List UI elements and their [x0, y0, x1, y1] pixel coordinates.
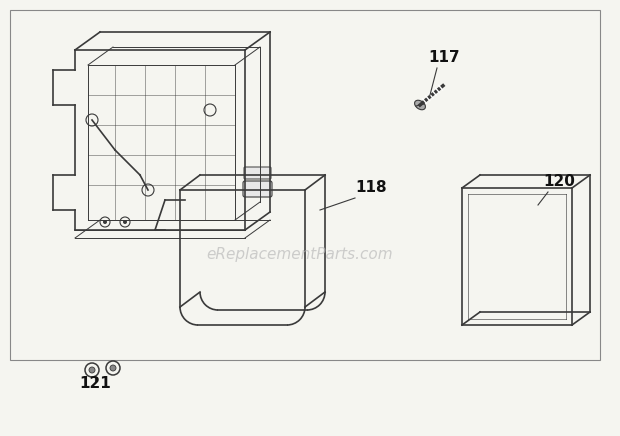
FancyBboxPatch shape: [244, 167, 271, 179]
FancyBboxPatch shape: [243, 181, 272, 197]
Circle shape: [89, 367, 95, 373]
Text: 118: 118: [355, 180, 387, 195]
Text: 120: 120: [543, 174, 575, 189]
Ellipse shape: [415, 100, 425, 110]
Circle shape: [123, 220, 127, 224]
Circle shape: [110, 365, 116, 371]
Text: eReplacementParts.com: eReplacementParts.com: [206, 248, 393, 262]
Circle shape: [103, 220, 107, 224]
Text: 117: 117: [428, 50, 459, 65]
Text: 121: 121: [79, 376, 111, 391]
